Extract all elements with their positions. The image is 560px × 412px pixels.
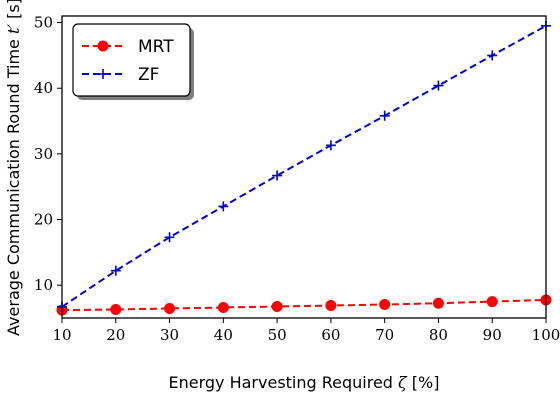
mrt-data-point [379,299,391,311]
mrt-data-point [486,296,498,308]
legend-entries: MRT ZF [82,37,174,85]
zf-data-point [272,170,283,181]
y-axis-title-suffix: [s] [4,0,23,24]
x-tick-label: 40 [214,326,233,344]
legend-mrt-label: MRT [138,37,174,57]
mrt-data-point [325,300,337,312]
zf-data-point [379,110,390,121]
plot-layer [56,20,552,316]
x-axis: 10 20 30 40 50 60 70 80 90 100 [52,318,560,344]
mrt-data-point [164,302,176,314]
mrt-data-point [432,297,444,309]
x-tick-label: 60 [321,326,340,344]
y-axis: 10 20 30 40 50 [34,14,62,294]
zf-data-point [164,232,175,243]
y-tick-label: 10 [34,276,53,294]
x-tick-label: 80 [429,326,448,344]
y-axis-title-prefix: Average Communication Round Time [4,34,23,336]
zf-data-point [110,265,121,276]
y-axis-title: Average Communication Round Time t′ [s] [4,0,23,336]
x-tick-label: 30 [160,326,179,344]
zf-data-point [218,201,229,212]
x-tick-label: 100 [532,326,560,344]
x-tick-label: 50 [268,326,287,344]
x-tick-label: 90 [483,326,502,344]
legend-box [72,23,191,97]
x-axis-title-prefix: Energy Harvesting Required [168,373,398,392]
legend: MRT ZF [72,23,194,100]
x-axis-title-symbol: ζ [398,373,408,392]
y-tick-label: 30 [34,145,53,163]
zf-series-line [61,24,547,308]
legend-zf-label: ZF [138,65,159,85]
x-tick-label: 70 [375,326,394,344]
y-tick-label: 40 [34,79,53,97]
y-tick-label: 20 [34,211,53,229]
y-axis-title-symbol: t′ [4,24,23,34]
mrt-data-point [271,301,283,313]
zf-data-point [487,50,498,61]
mrt-data-point [110,303,122,315]
y-tick-label: 50 [34,14,53,32]
x-axis-title: Energy Harvesting Required ζ [%] [168,373,439,392]
x-axis-title-suffix: [%] [407,373,440,392]
mrt-data-point [217,301,229,313]
zf-data-point [325,140,336,151]
x-tick-label: 10 [52,326,71,344]
legend-zf-marker [98,69,108,79]
mrt-series-line [61,298,547,312]
plot-area-frame [61,15,547,319]
zf-data-point [433,80,444,91]
legend-mrt-marker [97,40,109,52]
x-tick-label: 20 [106,326,125,344]
